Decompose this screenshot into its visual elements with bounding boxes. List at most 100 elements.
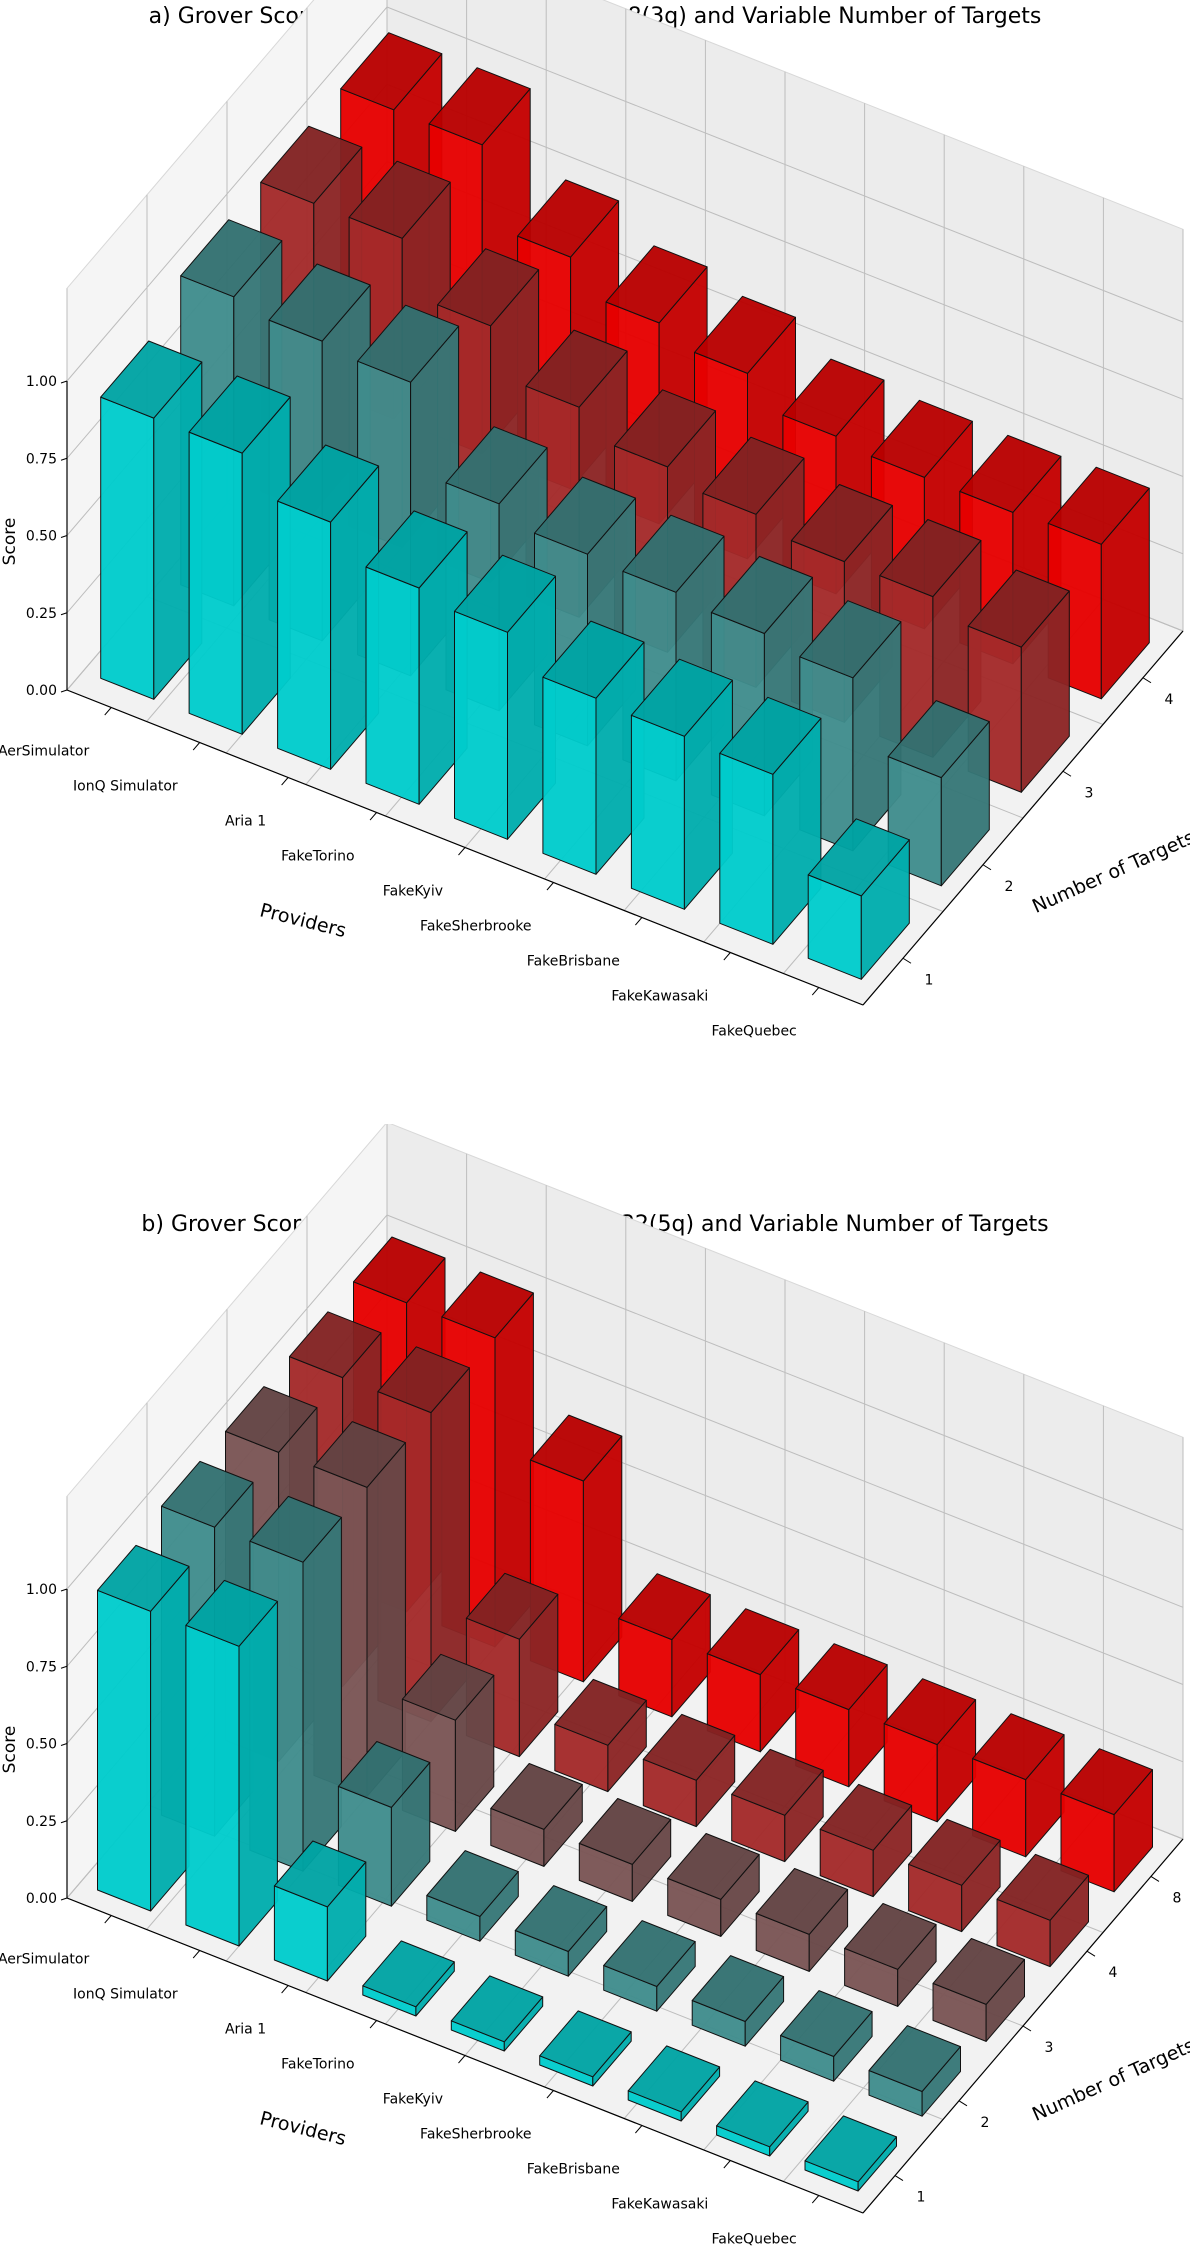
chart-1-bar-top <box>667 1833 760 1900</box>
chart-1-bar-top <box>627 2045 721 2113</box>
chart-0-bar <box>542 620 645 875</box>
chart-0-bar-top <box>782 358 885 437</box>
chart-0-x-tick <box>458 847 466 856</box>
chart-1-bar-top <box>539 2010 632 2078</box>
chart-0-x-tick <box>723 952 731 961</box>
chart-1-bar-top <box>313 1421 406 1488</box>
chart-0-x-tick <box>546 882 554 891</box>
chart-1-bar-top <box>401 1653 495 1721</box>
chart-0-x-tick <box>281 777 289 786</box>
chart-0-x-tick-label: IonQ Simulator <box>73 779 178 795</box>
chart-1-bar-top <box>844 1903 937 1970</box>
chart-1-bar-top <box>883 1678 977 1746</box>
chart-a: a) Grover Score with Fixed Search Space … <box>0 0 1190 1040</box>
chart-0-x-tick-label: FakeTorino <box>281 849 354 865</box>
chart-0-x-tick <box>811 987 820 996</box>
chart-0-bar-top <box>428 67 531 146</box>
chart-0-bar-top <box>694 295 796 374</box>
chart-1-bar-top <box>1060 1748 1153 1816</box>
chart-0-bar-top <box>630 658 733 737</box>
chart-1-bar <box>642 1713 736 1828</box>
chart-0-y-tick-label: 4 <box>1165 692 1174 708</box>
chart-0-bar-top <box>959 434 1062 513</box>
chart-1-z-tick-label: 0.00 <box>26 1891 57 1907</box>
chart-1-bar <box>780 1990 873 2082</box>
chart-1-y-tick-label: 8 <box>1173 1890 1182 1906</box>
chart-1-bar <box>883 1678 977 1823</box>
chart-0-x-tick-label: FakeQuebec <box>711 1024 796 1040</box>
chart-1-bar-side <box>238 1600 278 1947</box>
chart-0-y-axis-label: Number of Targets (M) <box>1029 811 1190 918</box>
chart-0-z-tick <box>60 612 68 616</box>
chart-0-bar-top <box>870 399 973 478</box>
chart-0-z-tick-label: 0.00 <box>26 683 57 699</box>
chart-0-bar <box>807 818 910 980</box>
chart-1-x-tick-label: FakeSherbrooke <box>420 2127 531 2143</box>
chart-0-bar <box>188 375 291 735</box>
chart-0-bar-top <box>517 179 620 258</box>
chart-0-z-tick-label: 0.50 <box>26 529 57 545</box>
chart-0-x-tick <box>192 742 201 751</box>
chart-0-y-tick-label: 1 <box>925 972 934 988</box>
chart-1-bar <box>490 1763 583 1867</box>
chart-1-x-tick <box>635 2125 643 2134</box>
chart-1-x-tick-label: IonQ Simulator <box>73 1987 178 2003</box>
chart-1-z-tick-label: 1.00 <box>26 1582 57 1598</box>
chart-1-z-tick <box>60 1820 68 1824</box>
chart-1-x-tick <box>458 2055 466 2064</box>
chart-1-bar <box>362 1940 455 2017</box>
chart-0-bar-top <box>445 426 548 505</box>
chart-1-x-axis-label: Providers <box>258 2107 349 2150</box>
chart-1-bar-top <box>450 1975 544 2043</box>
chart-0-bar-front <box>365 566 420 805</box>
chart-0-bar <box>365 510 468 805</box>
chart-1-bar <box>716 2080 809 2157</box>
chart-1-bar <box>97 1544 190 1912</box>
chart-1-bar-top <box>932 1938 1025 2005</box>
chart-1-bar-top <box>465 1572 559 1640</box>
chart-0-bar-top <box>437 248 540 327</box>
chart-1-z-tick-label: 0.25 <box>26 1814 57 1830</box>
chart-1-bar-top <box>161 1460 254 1528</box>
chart-1-bar-side <box>150 1565 190 1912</box>
chart-1-bar <box>603 1920 696 2012</box>
chart-1-bar <box>426 1850 519 1942</box>
chart-1-x-tick <box>369 2020 377 2029</box>
chart-1-x-tick <box>811 2195 820 2204</box>
chart-1-z-tick-label: 0.50 <box>26 1737 57 1753</box>
chart-1-bar-top <box>377 1346 470 1414</box>
chart-1-bars <box>97 1236 1153 2192</box>
chart-1-y-tick-label: 3 <box>1045 2040 1054 2056</box>
chart-0-bar-top <box>614 389 716 468</box>
chart-1-bar-top <box>441 1271 534 1339</box>
chart-1-y-tick <box>1022 2025 1032 2032</box>
chart-1-bar-top <box>97 1544 190 1612</box>
chart-1-bar-top <box>225 1386 318 1453</box>
chart-0-bar-top <box>879 519 982 598</box>
chart-1-bar-top <box>755 1868 849 1935</box>
chart-0-bar <box>630 658 733 910</box>
chart-1-gridline-z <box>66 1214 1184 1590</box>
chart-0-y-tick <box>902 957 912 964</box>
chart-1-y-tick <box>1150 1875 1160 1882</box>
chart-0-z-tick <box>60 535 68 538</box>
chart-0-bar-top <box>525 329 628 408</box>
chart-0-bar-front <box>454 610 508 840</box>
chart-0-x-tick-label: FakeSherbrooke <box>420 919 531 935</box>
chart-1-y-tick <box>958 2100 968 2107</box>
chart-0-bar-front <box>100 396 155 700</box>
chart-1-bar-top <box>731 1748 824 1816</box>
chart-1-bar-top <box>908 1818 1001 1886</box>
chart-1-bar <box>539 2010 632 2087</box>
chart-1-y-tick-label: 2 <box>981 2115 990 2131</box>
chart-0-bars <box>100 32 1150 980</box>
chart-0-y-tick <box>982 864 992 871</box>
chart-1-z-axis-label: Score <box>0 1726 20 1774</box>
chart-1-bar-side <box>366 1442 406 1797</box>
chart-1-bar-top <box>716 2080 809 2148</box>
chart-0-bar-top <box>454 554 556 633</box>
chart-1-bar-top <box>603 1920 696 1987</box>
chart-0-y-axis-line <box>862 630 1184 1006</box>
chart-1-bar <box>795 1643 888 1788</box>
chart-0-x-tick <box>369 812 377 821</box>
